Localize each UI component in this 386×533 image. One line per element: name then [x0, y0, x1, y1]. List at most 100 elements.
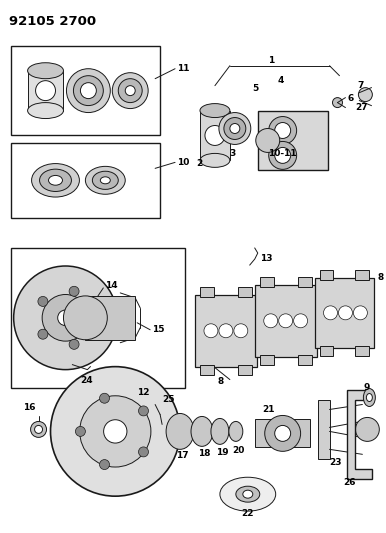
Ellipse shape	[269, 141, 296, 169]
Ellipse shape	[219, 112, 251, 144]
Text: 16: 16	[23, 403, 35, 412]
Ellipse shape	[27, 102, 63, 118]
Ellipse shape	[88, 313, 98, 323]
Text: 9: 9	[363, 383, 370, 392]
Ellipse shape	[100, 459, 110, 470]
Text: 10: 10	[177, 158, 190, 167]
Bar	[195, 295, 257, 367]
Bar	[298, 277, 312, 287]
Bar	[200, 110, 230, 160]
Text: 8: 8	[378, 273, 384, 282]
Ellipse shape	[224, 118, 246, 140]
Text: 10-11: 10-11	[268, 149, 296, 158]
Text: 27: 27	[356, 103, 368, 112]
Bar	[255, 285, 317, 357]
Ellipse shape	[80, 396, 151, 467]
Bar	[315, 278, 374, 348]
Ellipse shape	[359, 87, 372, 102]
Ellipse shape	[211, 418, 229, 445]
Ellipse shape	[166, 414, 194, 449]
Text: 24: 24	[80, 376, 93, 385]
Ellipse shape	[42, 295, 89, 341]
Text: 23: 23	[330, 458, 342, 467]
Ellipse shape	[275, 148, 291, 164]
Ellipse shape	[39, 169, 71, 191]
Bar	[200, 287, 214, 297]
Ellipse shape	[269, 117, 296, 144]
Ellipse shape	[69, 286, 79, 296]
Ellipse shape	[125, 86, 135, 95]
Ellipse shape	[27, 63, 63, 79]
Text: 22: 22	[242, 508, 254, 518]
Ellipse shape	[51, 367, 180, 496]
Ellipse shape	[219, 324, 233, 338]
Text: 20: 20	[232, 446, 244, 455]
Text: 21: 21	[262, 405, 274, 414]
Text: 18: 18	[198, 449, 210, 458]
Text: 13: 13	[260, 254, 272, 263]
Ellipse shape	[73, 76, 103, 106]
Ellipse shape	[38, 296, 48, 306]
Ellipse shape	[294, 314, 308, 328]
Ellipse shape	[14, 266, 117, 369]
Ellipse shape	[38, 329, 48, 339]
Text: 14: 14	[105, 281, 118, 290]
Ellipse shape	[100, 393, 110, 403]
Ellipse shape	[356, 417, 379, 441]
Text: 1: 1	[268, 56, 274, 65]
Ellipse shape	[354, 306, 367, 320]
Bar	[255, 419, 310, 447]
Ellipse shape	[323, 306, 337, 320]
Ellipse shape	[32, 164, 80, 197]
Text: 3: 3	[230, 149, 236, 158]
Bar	[318, 400, 330, 459]
Bar	[200, 365, 214, 375]
Text: 19: 19	[216, 448, 229, 457]
Bar	[260, 354, 274, 365]
Text: 26: 26	[344, 478, 356, 487]
Ellipse shape	[36, 80, 56, 101]
Ellipse shape	[139, 447, 149, 457]
Bar	[11, 46, 160, 135]
Ellipse shape	[100, 177, 110, 184]
Text: 11: 11	[177, 64, 190, 73]
Bar	[356, 270, 369, 280]
Ellipse shape	[69, 340, 79, 349]
Ellipse shape	[332, 98, 342, 108]
Text: 5: 5	[252, 84, 258, 93]
Ellipse shape	[366, 393, 372, 401]
Ellipse shape	[230, 124, 240, 133]
Bar	[11, 143, 160, 218]
Ellipse shape	[49, 175, 63, 185]
Ellipse shape	[234, 324, 248, 338]
Ellipse shape	[63, 296, 107, 340]
Ellipse shape	[363, 389, 375, 407]
Ellipse shape	[275, 425, 291, 441]
Ellipse shape	[236, 486, 260, 502]
Bar	[298, 354, 312, 365]
Text: 15: 15	[152, 325, 165, 334]
Ellipse shape	[200, 154, 230, 167]
Bar	[11, 248, 185, 387]
Ellipse shape	[339, 306, 352, 320]
Bar	[27, 71, 63, 110]
Ellipse shape	[139, 406, 149, 416]
Ellipse shape	[66, 69, 110, 112]
Ellipse shape	[191, 416, 213, 446]
Ellipse shape	[265, 415, 301, 451]
Bar	[320, 346, 334, 356]
Text: 25: 25	[162, 395, 174, 404]
Bar	[260, 277, 274, 287]
Ellipse shape	[112, 72, 148, 109]
Ellipse shape	[58, 310, 73, 326]
Text: 2: 2	[196, 159, 202, 168]
Ellipse shape	[243, 490, 253, 498]
Ellipse shape	[35, 425, 42, 433]
Ellipse shape	[229, 422, 243, 441]
Ellipse shape	[256, 128, 280, 152]
Ellipse shape	[103, 420, 127, 443]
Ellipse shape	[204, 324, 218, 338]
Bar	[85, 296, 135, 340]
Bar	[238, 365, 252, 375]
Ellipse shape	[30, 422, 47, 438]
